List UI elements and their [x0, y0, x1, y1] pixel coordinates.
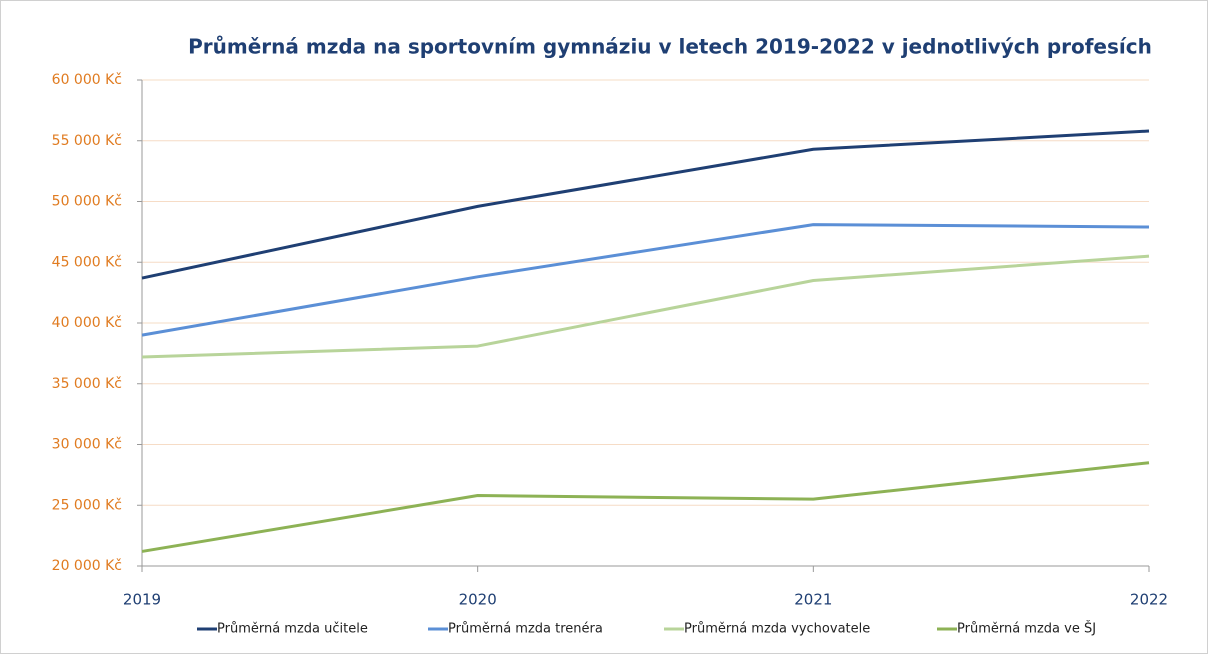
series-line: [141, 461, 1150, 553]
x-tick-label: 2021: [794, 591, 832, 609]
legend-label: Průměrná mzda trenéra: [448, 622, 603, 637]
legend-label: Průměrná mzda učitele: [217, 622, 368, 637]
legend-label: Průměrná mzda vychovatele: [684, 622, 870, 637]
y-tick-label: 50 000 Kč: [52, 194, 122, 210]
series-line: [141, 254, 1150, 359]
y-tick-label: 35 000 Kč: [52, 376, 122, 392]
y-tick-label: 40 000 Kč: [52, 315, 122, 331]
series-line: [141, 129, 1150, 280]
y-tick-label: 60 000 Kč: [52, 72, 122, 88]
chart-title: Průměrná mzda na sportovním gymnáziu v l…: [188, 35, 1152, 59]
y-tick-label: 30 000 Kč: [52, 437, 122, 453]
y-tick-label: 25 000 Kč: [52, 497, 122, 513]
x-tick-label: 2020: [459, 591, 497, 609]
x-tick-label: 2019: [123, 591, 161, 609]
y-tick-label: 55 000 Kč: [52, 133, 122, 149]
series-line: [141, 223, 1150, 337]
x-tick-label: 2022: [1130, 591, 1168, 609]
y-tick-label: 45 000 Kč: [52, 254, 122, 270]
y-tick-label: 20 000 Kč: [52, 558, 122, 574]
legend-label: Průměrná mzda ve ŠJ: [957, 621, 1096, 637]
